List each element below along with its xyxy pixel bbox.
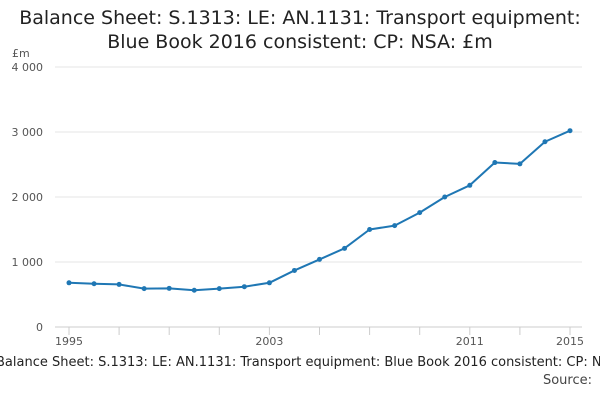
data-point[interactable]	[116, 281, 122, 287]
data-point[interactable]	[266, 280, 272, 286]
data-point[interactable]	[166, 285, 172, 291]
data-point[interactable]	[492, 160, 498, 166]
data-point[interactable]	[91, 281, 97, 287]
data-point[interactable]	[442, 194, 448, 200]
x-tick-label: 2003	[255, 335, 283, 348]
x-tick-label: 2011	[456, 335, 484, 348]
data-point[interactable]	[542, 139, 548, 145]
data-point[interactable]	[517, 161, 523, 167]
series-layer	[66, 128, 573, 293]
y-tick-label: 1 000	[12, 256, 44, 269]
y-tick-label: 3 000	[12, 126, 44, 139]
chart-title: Balance Sheet: S.1313: LE: AN.1131: Tran…	[0, 6, 600, 54]
data-point[interactable]	[291, 267, 297, 273]
chart-title-line-1: Balance Sheet: S.1313: LE: AN.1131: Tran…	[19, 7, 581, 29]
data-point[interactable]	[216, 286, 222, 292]
data-point[interactable]	[317, 256, 322, 262]
data-point[interactable]	[191, 287, 197, 293]
y-tick-label: 2 000	[12, 191, 44, 204]
data-point[interactable]	[417, 210, 423, 216]
data-point[interactable]	[342, 245, 348, 251]
chart-title-line-2: Blue Book 2016 consistent: CP: NSA: £m	[107, 31, 493, 53]
data-point[interactable]	[567, 128, 573, 134]
data-point[interactable]	[467, 182, 473, 188]
series-line	[68, 129, 571, 292]
data-point[interactable]	[392, 223, 398, 229]
grid-layer	[55, 66, 582, 263]
data-point[interactable]	[66, 280, 72, 286]
y-tick-label: 0	[36, 321, 43, 334]
y-tick-label: 4 000	[12, 61, 44, 74]
chart-caption-text: Balance Sheet: S.1313: LE: AN.1131: Tran…	[0, 355, 600, 370]
axis-layer: £m 0 1 000 2 000 3 000 4 000 1995 2003 2011 2015	[12, 47, 585, 348]
data-point[interactable]	[141, 286, 147, 292]
y-axis-label: £m	[12, 47, 30, 60]
chart-source: Source:	[542, 373, 592, 388]
data-point[interactable]	[367, 227, 373, 232]
x-tick-label: 2015	[556, 335, 584, 348]
data-point[interactable]	[241, 284, 247, 290]
x-tick-label: 1995	[55, 335, 83, 348]
chart-caption: Balance Sheet: S.1313: LE: AN.1131: Tran…	[0, 355, 600, 375]
